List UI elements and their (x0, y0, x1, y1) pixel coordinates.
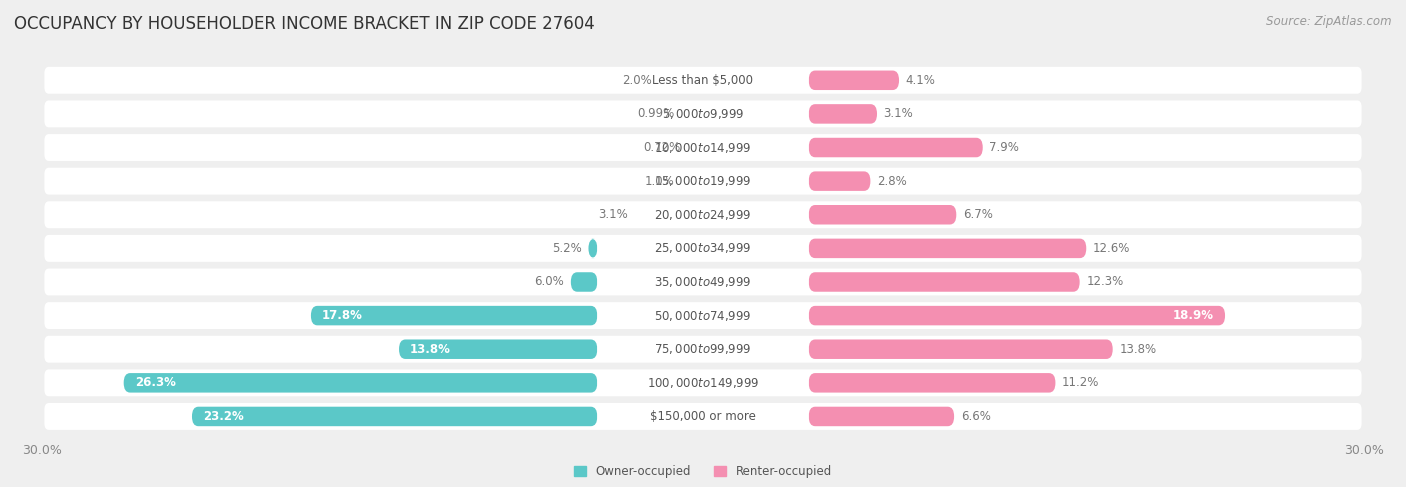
Text: 23.2%: 23.2% (202, 410, 243, 423)
Text: 12.6%: 12.6% (1092, 242, 1130, 255)
FancyBboxPatch shape (808, 407, 955, 426)
FancyBboxPatch shape (45, 403, 1361, 430)
FancyBboxPatch shape (598, 71, 808, 90)
FancyBboxPatch shape (598, 205, 808, 225)
Text: 0.72%: 0.72% (644, 141, 681, 154)
Text: 6.0%: 6.0% (534, 276, 564, 288)
FancyBboxPatch shape (598, 373, 808, 393)
Text: $150,000 or more: $150,000 or more (650, 410, 756, 423)
Text: 2.0%: 2.0% (623, 74, 652, 87)
Text: 26.3%: 26.3% (135, 376, 176, 389)
Text: 2.8%: 2.8% (877, 175, 907, 187)
FancyBboxPatch shape (598, 171, 808, 191)
FancyBboxPatch shape (808, 373, 1056, 393)
Text: 13.8%: 13.8% (411, 343, 451, 356)
FancyBboxPatch shape (45, 369, 1361, 396)
Text: 17.8%: 17.8% (322, 309, 363, 322)
Text: 7.9%: 7.9% (990, 141, 1019, 154)
FancyBboxPatch shape (808, 71, 898, 90)
Text: 3.1%: 3.1% (599, 208, 628, 221)
Text: Source: ZipAtlas.com: Source: ZipAtlas.com (1267, 15, 1392, 28)
FancyBboxPatch shape (808, 138, 983, 157)
Text: 4.1%: 4.1% (905, 74, 935, 87)
FancyBboxPatch shape (45, 336, 1361, 363)
FancyBboxPatch shape (589, 239, 598, 258)
Text: OCCUPANCY BY HOUSEHOLDER INCOME BRACKET IN ZIP CODE 27604: OCCUPANCY BY HOUSEHOLDER INCOME BRACKET … (14, 15, 595, 33)
FancyBboxPatch shape (45, 67, 1361, 94)
FancyBboxPatch shape (808, 104, 877, 124)
Text: $5,000 to $9,999: $5,000 to $9,999 (662, 107, 744, 121)
FancyBboxPatch shape (311, 306, 598, 325)
FancyBboxPatch shape (571, 272, 598, 292)
FancyBboxPatch shape (808, 306, 1225, 325)
FancyBboxPatch shape (45, 302, 1361, 329)
Text: $75,000 to $99,999: $75,000 to $99,999 (654, 342, 752, 356)
FancyBboxPatch shape (808, 239, 1087, 258)
Text: $15,000 to $19,999: $15,000 to $19,999 (654, 174, 752, 188)
FancyBboxPatch shape (399, 339, 598, 359)
FancyBboxPatch shape (124, 373, 598, 393)
FancyBboxPatch shape (808, 272, 1080, 292)
FancyBboxPatch shape (45, 100, 1361, 128)
Text: 12.3%: 12.3% (1087, 276, 1123, 288)
Text: 6.6%: 6.6% (960, 410, 991, 423)
Text: $35,000 to $49,999: $35,000 to $49,999 (654, 275, 752, 289)
Text: 1.0%: 1.0% (644, 175, 675, 187)
FancyBboxPatch shape (808, 205, 956, 225)
Text: 18.9%: 18.9% (1173, 309, 1213, 322)
FancyBboxPatch shape (45, 268, 1361, 296)
FancyBboxPatch shape (193, 407, 598, 426)
FancyBboxPatch shape (45, 168, 1361, 195)
Text: 11.2%: 11.2% (1062, 376, 1099, 389)
Text: Less than $5,000: Less than $5,000 (652, 74, 754, 87)
FancyBboxPatch shape (598, 138, 808, 157)
FancyBboxPatch shape (598, 104, 808, 124)
FancyBboxPatch shape (598, 407, 808, 426)
Text: 3.1%: 3.1% (883, 108, 914, 120)
FancyBboxPatch shape (598, 306, 808, 325)
FancyBboxPatch shape (598, 239, 808, 258)
Text: 5.2%: 5.2% (553, 242, 582, 255)
FancyBboxPatch shape (598, 339, 808, 359)
FancyBboxPatch shape (598, 272, 808, 292)
Text: $100,000 to $149,999: $100,000 to $149,999 (647, 376, 759, 390)
Text: $25,000 to $34,999: $25,000 to $34,999 (654, 242, 752, 255)
Text: 13.8%: 13.8% (1119, 343, 1157, 356)
Legend: Owner-occupied, Renter-occupied: Owner-occupied, Renter-occupied (574, 465, 832, 478)
Text: 6.7%: 6.7% (963, 208, 993, 221)
FancyBboxPatch shape (808, 171, 870, 191)
FancyBboxPatch shape (45, 235, 1361, 262)
FancyBboxPatch shape (808, 339, 1112, 359)
Text: $10,000 to $14,999: $10,000 to $14,999 (654, 141, 752, 154)
Text: $20,000 to $24,999: $20,000 to $24,999 (654, 208, 752, 222)
FancyBboxPatch shape (45, 134, 1361, 161)
FancyBboxPatch shape (45, 201, 1361, 228)
Text: $50,000 to $74,999: $50,000 to $74,999 (654, 309, 752, 322)
Text: 0.99%: 0.99% (637, 108, 675, 120)
